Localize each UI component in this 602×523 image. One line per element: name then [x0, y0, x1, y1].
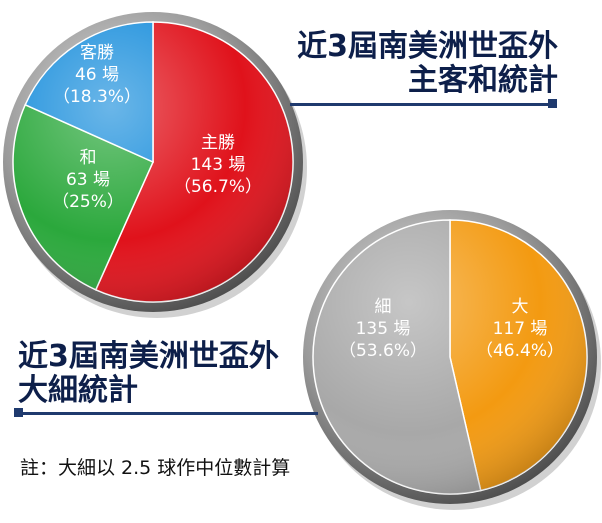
slice-label-1-2: （53.6%）	[339, 341, 427, 361]
slice-label-0-0: 主勝	[201, 133, 235, 153]
slice-label-1-0: 細	[375, 297, 392, 317]
over-under-title-line2: 大細統計	[18, 372, 138, 408]
over-under-chart-title: 近3屆南美洲世盃外 大細統計	[18, 340, 279, 407]
over-under-title-rule-end	[14, 408, 23, 417]
over-under-title-rule	[18, 412, 318, 415]
footnote: 註：大細以 2.5 球作中位數計算	[20, 457, 291, 479]
slice-label-2-1: 46 場	[75, 65, 119, 85]
home-away-title-line1: 近3屆南美洲世盃外	[297, 29, 558, 64]
slice-label-2-2: （18.3%）	[53, 87, 141, 107]
slice-label-0-2: （56.7%）	[174, 177, 262, 197]
slice-label-0-0: 大	[512, 297, 529, 317]
slice-label-0-2: （46.4%）	[476, 341, 564, 361]
slice-label-2-0: 客勝	[80, 43, 114, 63]
slice-label-0-1: 143 場	[191, 155, 246, 175]
home-away-title-rule-end	[548, 99, 557, 108]
slice-label-1-1: 63 場	[66, 170, 110, 190]
home-away-chart-title: 近3屆南美洲世盃外 主客和統計	[297, 30, 558, 97]
slice-label-1-0: 和	[80, 148, 97, 168]
home-away-title-rule	[290, 103, 552, 106]
slice-label-1-1: 135 場	[356, 319, 411, 339]
slice-label-1-2: （25%）	[52, 192, 124, 212]
home-away-title-line2: 主客和統計	[408, 62, 558, 98]
slice-label-0-1: 117 場	[493, 319, 548, 339]
over-under-title-line1: 近3屆南美洲世盃外	[18, 339, 279, 374]
